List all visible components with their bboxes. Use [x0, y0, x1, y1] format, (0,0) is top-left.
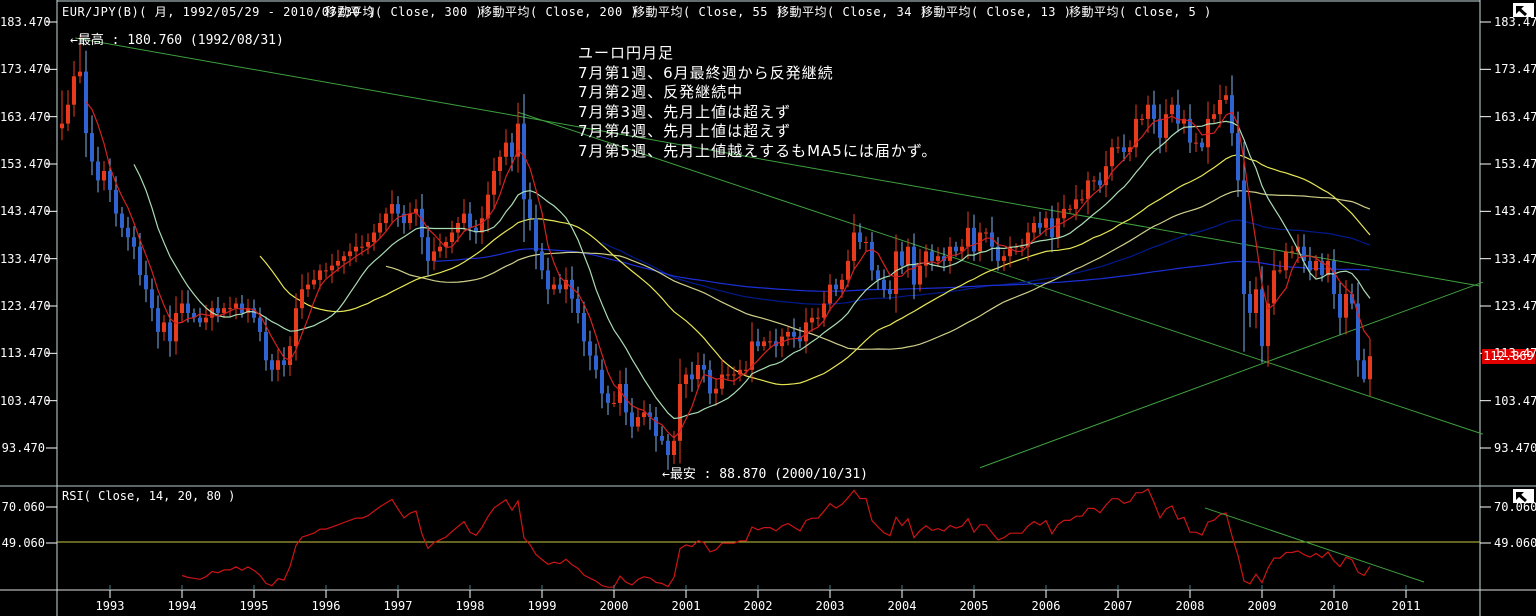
year-tick-label: 1993: [95, 599, 125, 613]
year-tick-label: 1997: [383, 599, 413, 613]
ma300-label[interactable]: 移動平均( Close, 300 ): [325, 5, 484, 19]
price-tick-label: 163.470: [0, 109, 51, 124]
year-tick-label: 1999: [527, 599, 557, 613]
ma5-label[interactable]: 移動平均( Close, 5 ): [1069, 5, 1212, 19]
year-tick-label: 2010: [1319, 599, 1349, 613]
note-line: 7月第2週、反発継続中: [578, 83, 744, 101]
price-tick-label: 163.470: [1494, 109, 1536, 124]
year-tick-label: 2002: [743, 599, 773, 613]
price-tick-label: 143.470: [1494, 204, 1536, 219]
price-tick-label: 103.470: [0, 393, 51, 408]
year-tick-label: 2001: [671, 599, 701, 613]
restore-rsi-pane-icon[interactable]: [1513, 488, 1534, 503]
price-tick-label: 93.470: [1, 440, 45, 455]
price-tick-label: 103.470: [1494, 393, 1536, 408]
high-annotation: ←最高 : 180.760 (1992/08/31): [70, 33, 284, 48]
price-tick-label: 183.470: [1494, 15, 1536, 29]
year-tick-label: 1995: [239, 599, 269, 613]
rsi-tick-label: 70.060: [1494, 500, 1536, 514]
price-tick-label: 123.470: [0, 298, 51, 313]
rsi-indicator-label[interactable]: RSI( Close, 14, 20, 80 ): [62, 489, 236, 503]
year-tick-label: 2009: [1247, 599, 1277, 613]
year-tick-label: 2004: [887, 599, 917, 613]
price-tick-label: 143.470: [0, 204, 51, 219]
note-line: 7月第5週、先月上値越えするもMA5には届かず。: [578, 141, 938, 160]
ma34-label[interactable]: 移動平均( Close, 34 ): [777, 5, 928, 19]
price-tick-label: 173.470: [0, 62, 51, 77]
rsi-tick-label: 49.060: [1, 536, 45, 550]
ma13-label[interactable]: 移動平均( Close, 13 ): [921, 5, 1072, 19]
year-tick-label: 2005: [959, 599, 989, 613]
year-tick-label: 2006: [1031, 599, 1061, 613]
year-tick-label: 1996: [311, 599, 341, 613]
year-tick-label: 2008: [1175, 599, 1205, 613]
year-tick-label: 1994: [167, 599, 197, 613]
rsi-tick-label: 70.060: [1, 500, 45, 514]
price-tick-label: 93.470: [1494, 440, 1536, 455]
rsi-tick-label: 49.060: [1494, 536, 1536, 550]
price-tick-label: 113.470: [1494, 346, 1536, 361]
ma55-label[interactable]: 移動平均( Close, 55 ): [633, 5, 784, 19]
year-tick-label: 2003: [815, 599, 845, 613]
year-tick-label: 2011: [1391, 599, 1421, 613]
price-tick-label: 133.470: [1494, 251, 1536, 266]
current-price-badge: 112.869: [1482, 349, 1535, 364]
price-tick-label: 153.470: [0, 156, 51, 171]
year-tick-label: 2007: [1103, 599, 1133, 613]
restore-window-icon[interactable]: [1513, 2, 1534, 17]
price-tick-label: 153.470: [1494, 156, 1536, 171]
note-line: 7月第3週、先月上値は超えず: [578, 102, 792, 121]
ma200-label[interactable]: 移動平均( Close, 200 ): [480, 5, 639, 19]
low-annotation: ←最安 : 88.870 (2000/10/31): [662, 467, 869, 482]
price-tick-label: 183.470: [0, 15, 51, 29]
year-tick-label: 2000: [599, 599, 629, 613]
price-tick-label: 123.470: [1494, 298, 1536, 313]
year-tick-label: 1998: [455, 599, 485, 613]
note-line: ユーロ円月足: [578, 44, 675, 62]
note-line: 7月第1週、6月最終週から反発継続: [578, 63, 834, 82]
symbol-title: EUR/JPY(B)( 月, 1992/05/29 - 2010/07/30 ): [62, 5, 376, 19]
price-tick-label: 173.470: [1494, 62, 1536, 77]
note-line: 7月第4週、先月上値は超えず: [578, 122, 792, 140]
analysis-notes: ユーロ円月足 7月第1週、6月最終週から反発継続 7月第2週、反発継続中 7月第…: [578, 44, 937, 161]
price-tick-label: 113.470: [0, 346, 51, 361]
price-tick-label: 133.470: [0, 251, 51, 266]
